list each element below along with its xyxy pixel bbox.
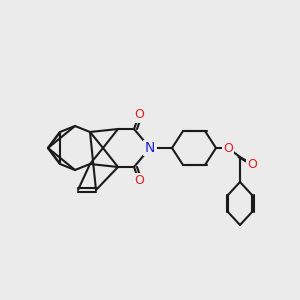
Text: O: O [134, 109, 144, 122]
Text: N: N [145, 141, 155, 155]
Text: O: O [134, 175, 144, 188]
Text: O: O [223, 142, 233, 154]
Text: O: O [247, 158, 257, 170]
